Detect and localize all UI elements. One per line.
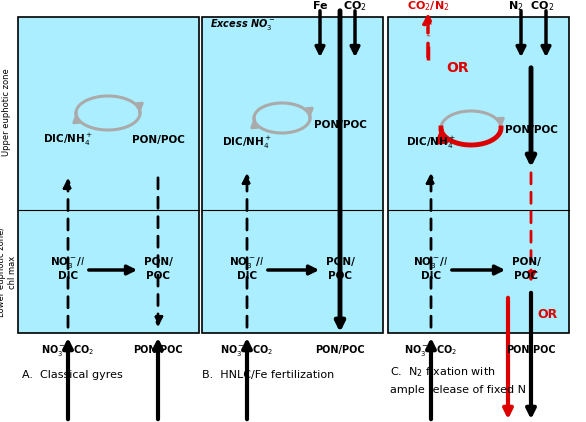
Text: DIC: DIC [237, 271, 257, 281]
Text: NO$_3^-$/$\it{l}$: NO$_3^-$/$\it{l}$ [50, 254, 86, 270]
Text: DIC/NH$_4^+$: DIC/NH$_4^+$ [43, 132, 93, 148]
Text: N$_2$  CO$_2$: N$_2$ CO$_2$ [508, 0, 554, 13]
Text: PON/: PON/ [512, 257, 540, 267]
Bar [18, 17, 199, 333]
Text: POC: POC [328, 271, 352, 281]
Text: NO$_3^-$/ CO$_2$: NO$_3^-$/ CO$_2$ [220, 343, 274, 357]
Bar [388, 17, 569, 333]
Text: Lower euphotic zone/
chl max: Lower euphotic zone/ chl max [0, 227, 16, 317]
Text: OR: OR [447, 61, 469, 75]
Text: ample release of fixed N: ample release of fixed N [390, 385, 526, 395]
Text: DIC: DIC [58, 271, 78, 281]
Text: POC: POC [146, 271, 170, 281]
Text: Fe: Fe [313, 1, 327, 11]
Text: PON/POC: PON/POC [505, 125, 557, 135]
Text: PON/: PON/ [326, 257, 355, 267]
Text: DIC/NH$_4^+$: DIC/NH$_4^+$ [406, 135, 456, 151]
Text: PON/POC: PON/POC [314, 120, 366, 130]
Text: B.  HNLC/Fe fertilization: B. HNLC/Fe fertilization [202, 370, 334, 380]
Text: POC: POC [514, 271, 538, 281]
Text: NO$_3^-$/ CO$_2$: NO$_3^-$/ CO$_2$ [404, 343, 458, 357]
Text: Excess NO$_3^-$: Excess NO$_3^-$ [210, 16, 275, 32]
Text: C.  N$_2$ fixation with: C. N$_2$ fixation with [390, 365, 496, 379]
Text: DIC/NH$_4^+$: DIC/NH$_4^+$ [222, 135, 272, 151]
Text: OR: OR [538, 308, 558, 322]
Text: A.  Classical gyres: A. Classical gyres [22, 370, 122, 380]
Text: PON/: PON/ [144, 257, 172, 267]
Text: NO$_3^-$/$\it{l}$: NO$_3^-$/$\it{l}$ [413, 254, 449, 270]
Text: CO$_2$: CO$_2$ [343, 0, 367, 13]
Text: NO$_3^-$/$\it{l}$: NO$_3^-$/$\it{l}$ [229, 254, 265, 270]
Text: CO$_2$/N$_2$: CO$_2$/N$_2$ [407, 0, 449, 13]
Text: Upper euphotic zone: Upper euphotic zone [2, 68, 12, 156]
Text: PON/POC: PON/POC [133, 345, 183, 355]
Text: PON/POC: PON/POC [506, 345, 556, 355]
Text: PON/POC: PON/POC [315, 345, 365, 355]
Text: NO$_3^-$/ CO$_2$: NO$_3^-$/ CO$_2$ [42, 343, 95, 357]
Text: PON/POC: PON/POC [132, 135, 185, 145]
Text: DIC: DIC [421, 271, 441, 281]
Bar [202, 17, 383, 333]
